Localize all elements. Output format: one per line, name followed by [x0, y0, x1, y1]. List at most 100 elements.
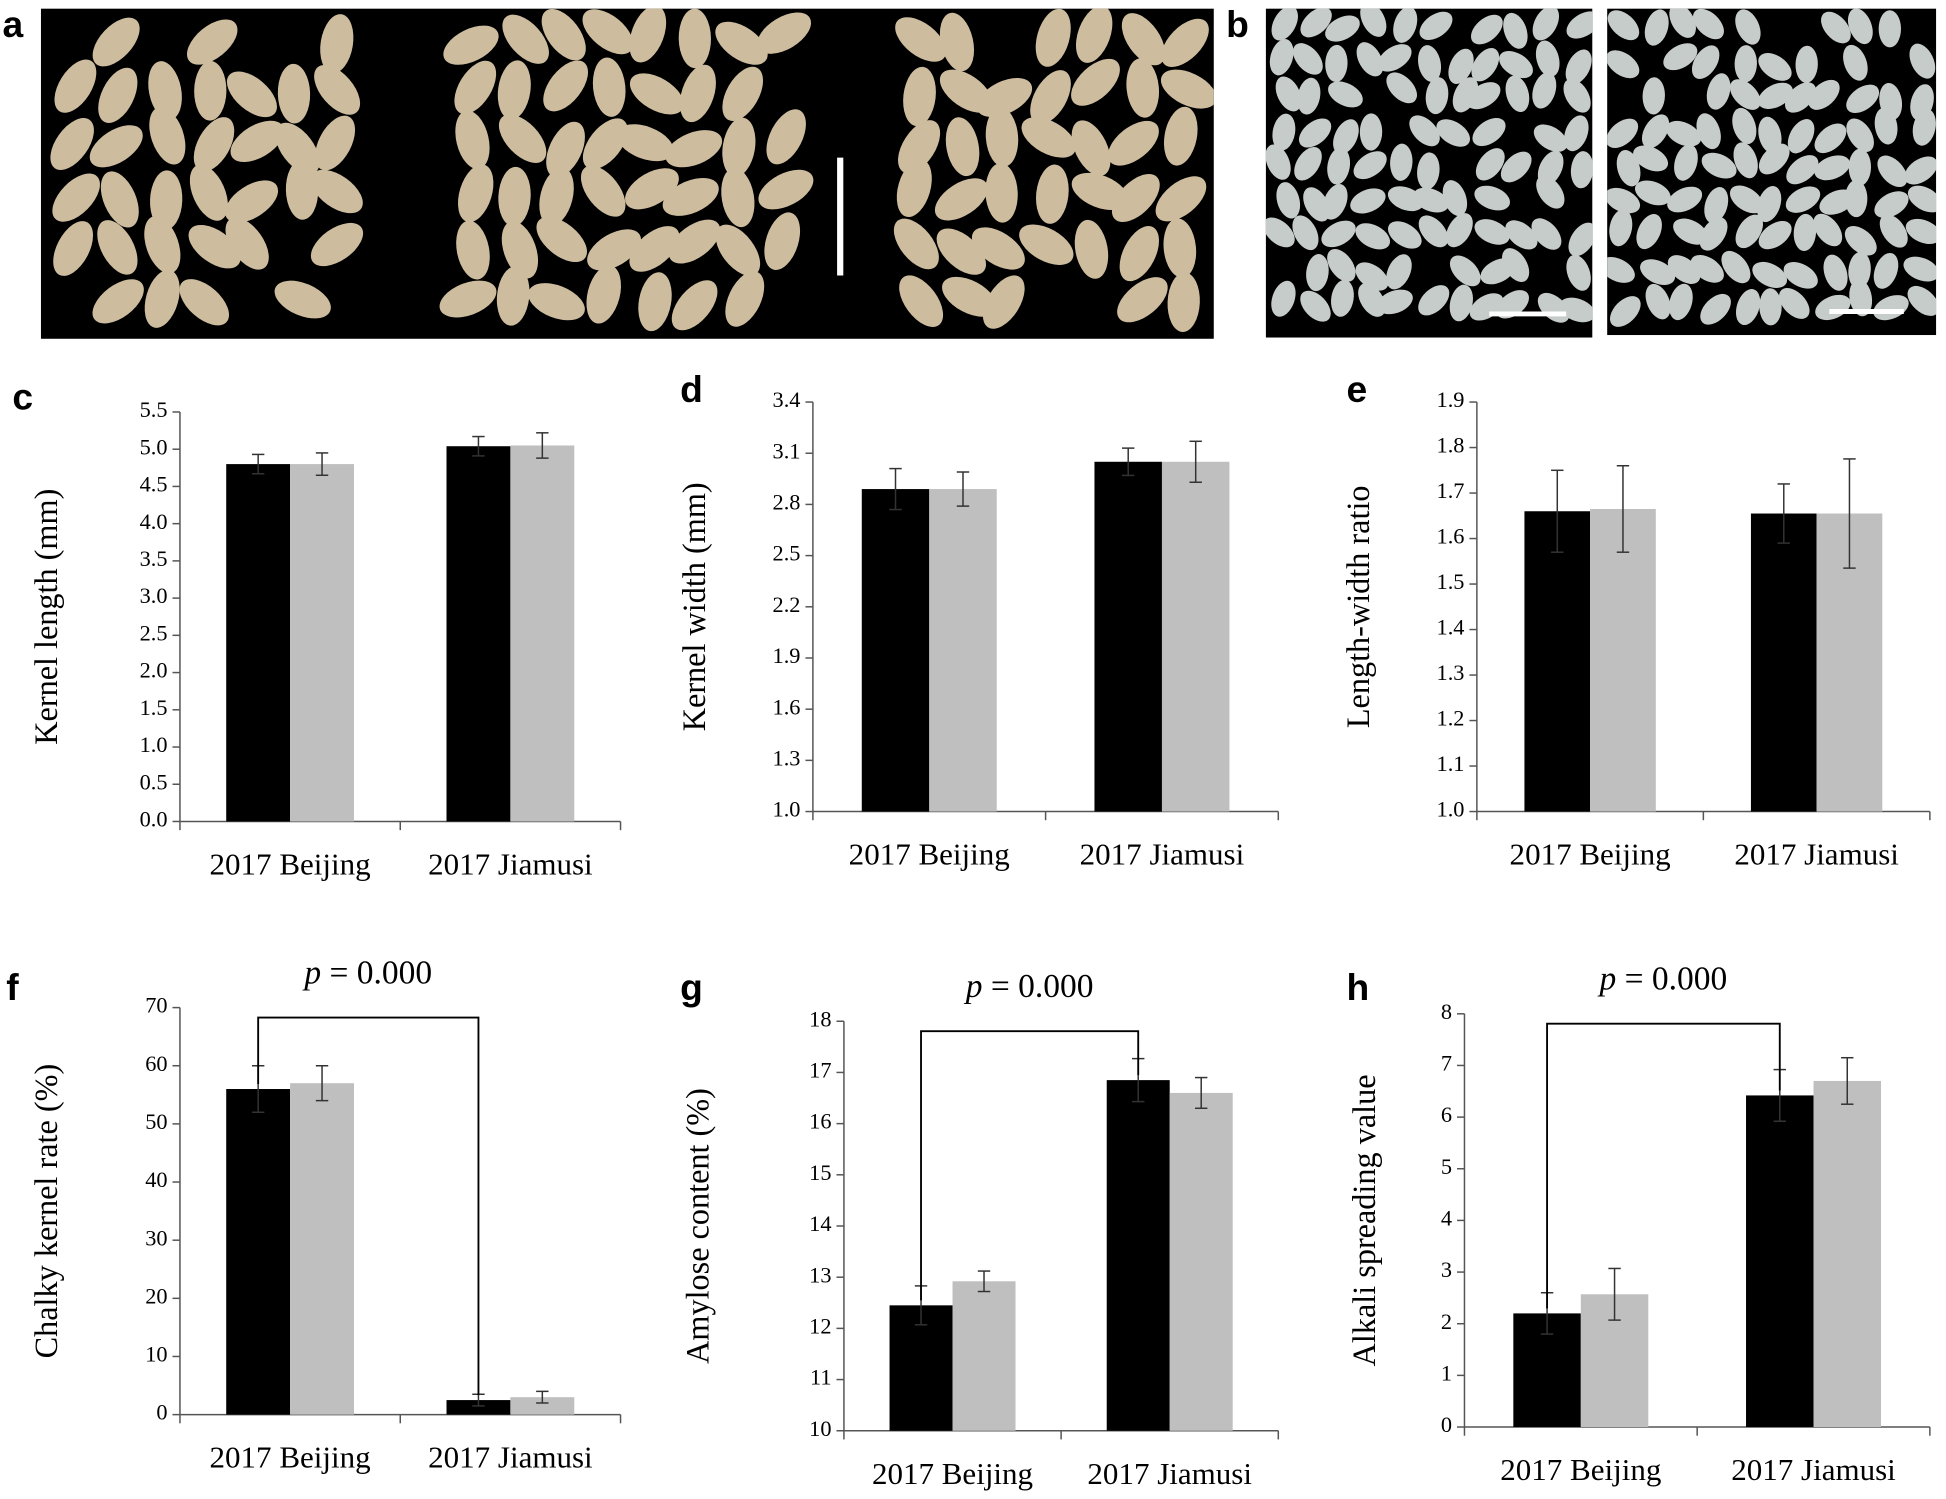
- grain: [1786, 155, 1819, 185]
- grain: [315, 115, 356, 171]
- grain: [1417, 45, 1442, 82]
- x-tick-label: 2017 Beijing: [872, 1456, 1033, 1491]
- grain: [616, 124, 674, 162]
- grain: [715, 224, 761, 276]
- grain: [1690, 254, 1724, 283]
- significance-bracket: [920, 1030, 1140, 1301]
- grain: [1303, 187, 1330, 222]
- grain: [1847, 8, 1873, 45]
- grain: [1265, 217, 1295, 248]
- grain: [1409, 115, 1440, 147]
- grain: [501, 221, 539, 279]
- panel-label: e: [1347, 368, 1368, 410]
- bar: [861, 489, 930, 812]
- panel-label: b: [1226, 3, 1249, 45]
- y-tick-label: 1.5: [140, 695, 168, 720]
- grain: [1904, 156, 1937, 185]
- grain: [1814, 155, 1851, 181]
- grain: [1616, 150, 1641, 187]
- grain: [1327, 248, 1356, 282]
- grain: [1377, 289, 1413, 315]
- bar: [1106, 1080, 1170, 1431]
- y-tick-label: 1.2: [1437, 706, 1465, 731]
- grain: [1846, 84, 1880, 113]
- grain: [1752, 261, 1788, 288]
- grain: [1071, 172, 1129, 211]
- grain: [1019, 224, 1074, 265]
- grain: [1610, 296, 1641, 327]
- grain: [1533, 124, 1568, 152]
- grain: [1907, 285, 1937, 316]
- grain: [1757, 186, 1782, 223]
- grain: [982, 275, 1025, 329]
- grain: [1449, 255, 1481, 287]
- y-tick-label: 1.9: [1437, 387, 1465, 412]
- grain: [274, 280, 331, 319]
- grain: [1814, 123, 1847, 154]
- grain: [539, 167, 574, 226]
- grain: [898, 120, 941, 174]
- grain: [1607, 10, 1640, 41]
- y-tick-label: 4.0: [140, 509, 168, 534]
- grain: [1466, 82, 1501, 110]
- y-tick-label: 3.4: [773, 387, 801, 412]
- grain: [1821, 11, 1851, 44]
- grain: [1436, 119, 1471, 147]
- grain: [671, 280, 718, 331]
- grain: [1636, 213, 1662, 250]
- bar: [1590, 508, 1656, 812]
- grain: [1846, 118, 1874, 152]
- grain: [1442, 180, 1468, 217]
- y-tick-label: 2.2: [773, 592, 801, 617]
- y-tick-label: 1.3: [1437, 660, 1465, 685]
- grain: [1642, 77, 1665, 115]
- grain: [1669, 283, 1693, 321]
- bar: [510, 445, 575, 822]
- grain: [1418, 285, 1450, 316]
- panel-label: h: [1347, 966, 1370, 1008]
- grain: [1356, 42, 1384, 77]
- grain: [285, 160, 319, 220]
- y-tick-label: 2.8: [773, 490, 801, 515]
- grain: [1393, 8, 1418, 43]
- significance-bracket: [1546, 1022, 1781, 1309]
- grain: [1117, 277, 1168, 323]
- grain: [1729, 185, 1764, 214]
- grain: [1667, 186, 1703, 213]
- x-tick-label: 2017 Beijing: [849, 837, 1010, 872]
- grain: [1849, 279, 1873, 317]
- grain: [536, 216, 587, 263]
- grain: [939, 12, 975, 72]
- grain: [1535, 40, 1560, 77]
- y-tick-label: 1.9: [773, 643, 801, 668]
- bar: [889, 1305, 953, 1431]
- grain: [764, 212, 801, 270]
- y-tick-label: 3.5: [140, 546, 168, 571]
- grain: [1390, 143, 1413, 181]
- x-tick-label: 2017 Jiamusi: [1080, 837, 1245, 872]
- grain: [1823, 254, 1848, 291]
- grain: [1449, 284, 1473, 322]
- grain: [1325, 15, 1360, 42]
- y-axis-label: Alkali spreading value: [1346, 1074, 1382, 1366]
- grain: [934, 178, 988, 221]
- grain: [225, 180, 279, 223]
- grain: [1471, 48, 1500, 82]
- grain: [1779, 287, 1810, 319]
- grain: [1758, 143, 1790, 175]
- bar: [226, 464, 291, 822]
- y-tick-label: 10: [145, 1342, 167, 1367]
- y-tick-label: 2: [1441, 1309, 1452, 1334]
- x-tick-label: 2017 Jiamusi: [1734, 837, 1899, 872]
- grain: [1845, 179, 1868, 218]
- grain: [1669, 8, 1696, 38]
- y-tick-label: 3.1: [773, 438, 801, 463]
- grain: [498, 114, 547, 163]
- grain: [1531, 218, 1562, 250]
- x-tick-label: 2017 Beijing: [210, 847, 371, 882]
- grain: [1564, 115, 1589, 152]
- grain: [1359, 113, 1383, 151]
- grain: [1107, 120, 1159, 166]
- grain: [1673, 218, 1708, 245]
- y-tick-label: 0: [1441, 1412, 1452, 1437]
